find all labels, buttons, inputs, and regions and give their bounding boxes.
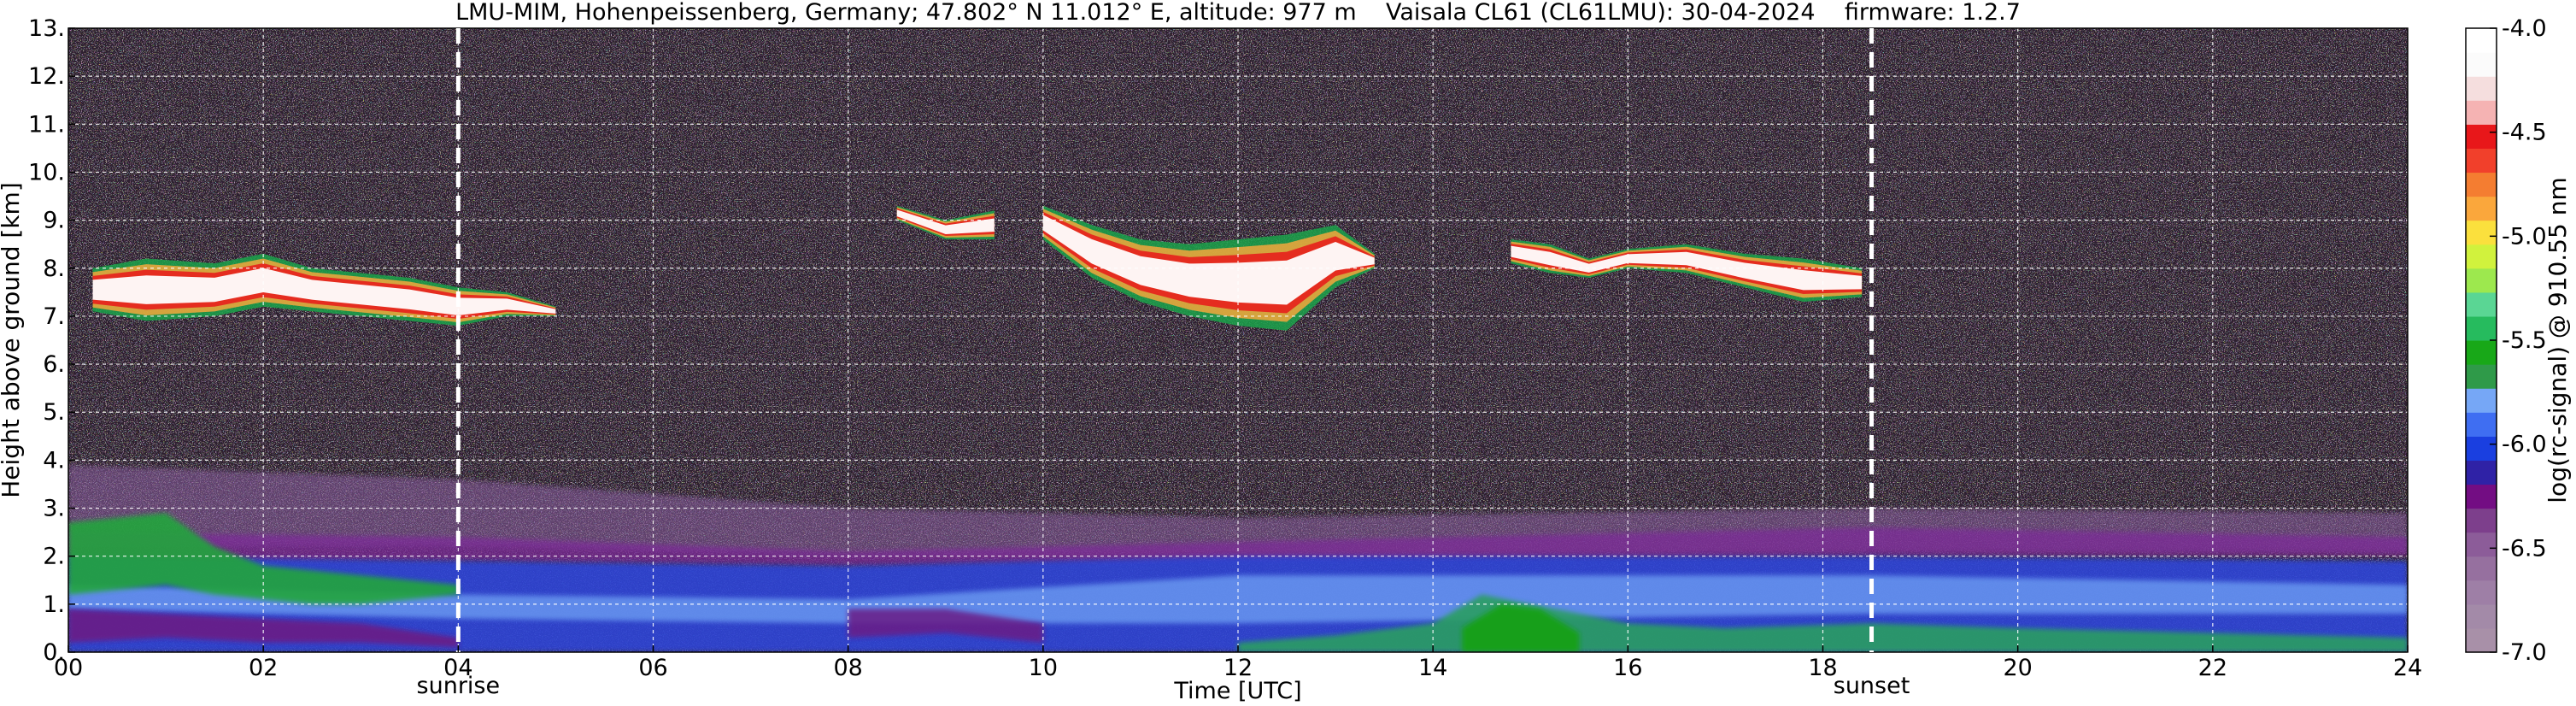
colorbar-segment xyxy=(2466,172,2497,197)
colorbar-segment xyxy=(2466,196,2497,221)
colorbar-segment xyxy=(2466,315,2497,341)
colorbar-segment xyxy=(2466,124,2497,149)
cloud-2-level-3 xyxy=(1042,215,1375,305)
colorbar xyxy=(2465,27,2497,653)
colorbar-segment xyxy=(2466,603,2497,629)
colorbar-segment xyxy=(2466,76,2497,101)
x-tick-label: 00 xyxy=(54,655,83,681)
y-tick-label: 3. xyxy=(43,496,65,522)
colorbar-segment xyxy=(2466,388,2497,413)
colorbar-segment xyxy=(2466,532,2497,557)
colorbar-segment xyxy=(2466,412,2497,437)
colorbar-segment xyxy=(2466,460,2497,485)
y-tick-label: 11. xyxy=(28,111,65,138)
colorbar-segment xyxy=(2466,580,2497,605)
colorbar-tick-label: -5.5 xyxy=(2502,327,2547,354)
chart-title: LMU-MIM, Hohenpeissenberg, Germany; 47.8… xyxy=(455,0,2021,26)
colorbar-tick-label: -5.0 xyxy=(2502,223,2547,250)
colorbar-segment xyxy=(2466,340,2497,365)
colorbar-tick-label: -6.5 xyxy=(2502,535,2547,562)
colorbar-ticks: -4.0 -4.5 -5.0 -5.5 -6.0 -6.5 -7.0 xyxy=(2490,15,2547,666)
colorbar-tick-label: -4.0 xyxy=(2502,15,2547,42)
y-tick-label: 12. xyxy=(28,63,65,90)
colorbar-segment xyxy=(2466,436,2497,461)
colorbar-label: log(rc-signal) @ 910.55 nm xyxy=(2544,177,2572,503)
colorbar-segment xyxy=(2466,291,2497,317)
x-axis-ticks: 00 02 04 06 08 10 12 14 16 18 20 22 24 xyxy=(54,645,2422,681)
y-tick-label: 8. xyxy=(43,256,65,282)
colorbar-tick-label: -7.0 xyxy=(2502,639,2547,666)
y-tick-label: 2. xyxy=(43,544,65,570)
colorbar-segment xyxy=(2466,508,2497,533)
y-tick-label: 7. xyxy=(43,303,65,330)
colorbar-tick-label: -4.5 xyxy=(2502,120,2547,146)
y-tick-label: 9. xyxy=(43,208,65,234)
colorbar-segment xyxy=(2466,484,2497,509)
y-tick-label: 5. xyxy=(43,399,65,426)
aerosol-band-5 xyxy=(68,609,459,648)
x-tick-label: 06 xyxy=(638,655,667,681)
y-axis-label: Height above ground [km] xyxy=(0,182,25,498)
x-tick-label: 24 xyxy=(2393,655,2422,681)
x-tick-label: 22 xyxy=(2198,655,2227,681)
x-tick-label: 10 xyxy=(1029,655,1058,681)
x-tick-label: 02 xyxy=(249,655,278,681)
colorbar-segment xyxy=(2466,148,2497,174)
cloud-1-level-3 xyxy=(896,209,995,235)
aerosol-band-4 xyxy=(68,513,459,604)
y-axis-ticks: 0. 1. 2. 3. 4. 5. 6. 7. 8. 9. 10. 11. 12. 13. xyxy=(28,15,75,666)
y-tick-label: 0. xyxy=(43,639,65,666)
x-tick-label: 14 xyxy=(1418,655,1447,681)
cloud-0-level-3 xyxy=(92,268,556,316)
aerosol-band-6 xyxy=(848,609,1043,643)
x-tick-label: 12 xyxy=(1223,655,1253,681)
x-tick-label: 20 xyxy=(2003,655,2032,681)
y-tick-label: 6. xyxy=(43,351,65,378)
colorbar-segment xyxy=(2466,556,2497,581)
x-axis-label: Time [UTC] xyxy=(1173,678,1301,704)
x-tick-label: 16 xyxy=(1613,655,1642,681)
cloud-3-level-3 xyxy=(1511,245,1863,291)
aerosol-layers xyxy=(68,465,2408,652)
colorbar-segment xyxy=(2466,220,2497,245)
y-tick-label: 1. xyxy=(43,591,65,618)
x-tick-label: 18 xyxy=(1808,655,1837,681)
colorbar-segment xyxy=(2466,244,2497,269)
sunset-label: sunset xyxy=(1834,673,1910,699)
aerosol-band-8 xyxy=(1462,603,1580,652)
colorbar-segment xyxy=(2466,364,2497,389)
colorbar-tick-label: -6.0 xyxy=(2502,432,2547,458)
sun-markers: sunrise sunset xyxy=(417,28,1910,699)
y-tick-label: 4. xyxy=(43,447,65,474)
colorbar-segment xyxy=(2466,100,2497,125)
cloud-layers xyxy=(92,205,1863,331)
colorbar-segment xyxy=(2466,28,2497,53)
y-tick-label: 10. xyxy=(28,159,65,185)
colorbar-segment xyxy=(2466,268,2497,293)
sunrise-label: sunrise xyxy=(417,673,501,699)
y-tick-label: 13. xyxy=(28,15,65,42)
colorbar-segment xyxy=(2466,52,2497,77)
plot-area xyxy=(68,28,2408,652)
x-tick-label: 04 xyxy=(443,655,472,681)
x-tick-label: 08 xyxy=(833,655,862,681)
colorbar-segment xyxy=(2466,627,2497,653)
